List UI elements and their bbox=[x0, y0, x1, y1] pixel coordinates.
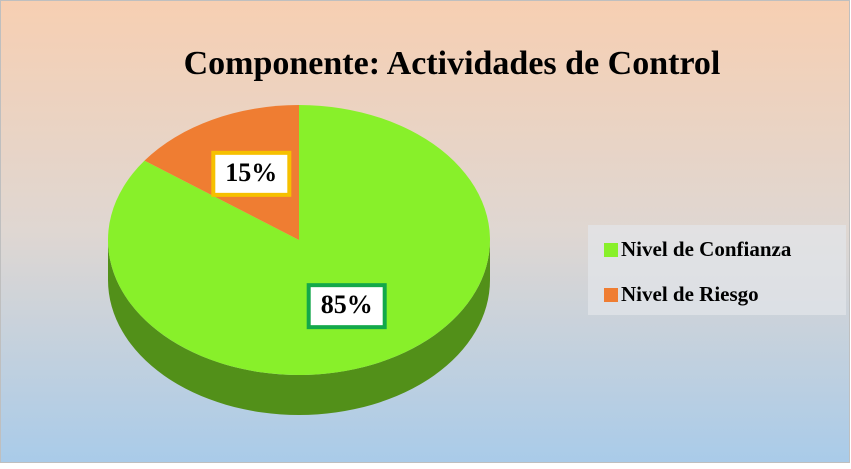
data-label: 85% bbox=[321, 290, 373, 319]
pie-slice-side bbox=[108, 240, 490, 415]
chart-title: Componente: Actividades de Control bbox=[184, 45, 721, 82]
data-label: 15% bbox=[225, 158, 277, 187]
legend-box bbox=[588, 225, 846, 315]
legend-label: Nivel de Riesgo bbox=[621, 282, 759, 306]
data-label-box bbox=[211, 150, 292, 197]
legend-swatch bbox=[604, 243, 618, 257]
data-label-box bbox=[306, 283, 387, 330]
legend-swatch bbox=[604, 288, 618, 302]
pie-slice bbox=[107, 105, 491, 376]
legend-label: Nivel de Confianza bbox=[621, 237, 792, 261]
